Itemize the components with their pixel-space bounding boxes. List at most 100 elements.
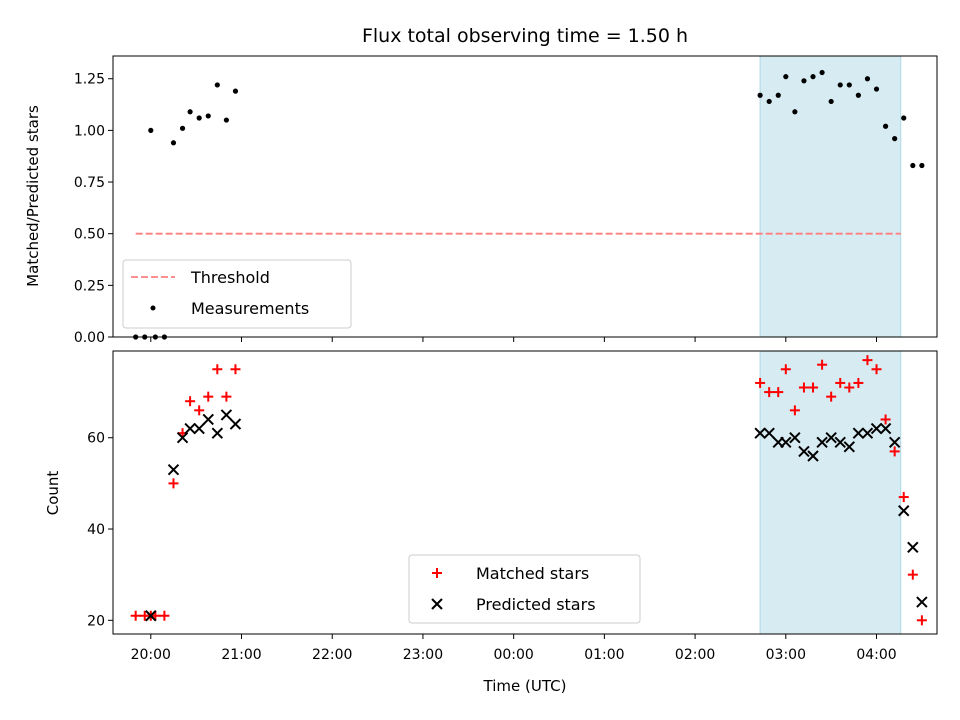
predicted-star-point-b (789, 432, 801, 444)
measurement-point (232, 88, 239, 94)
predicted-star-point (898, 505, 910, 517)
predicted-star-point (907, 541, 919, 553)
matched-star-point (808, 382, 819, 393)
chart-title: Flux total observing time = 1.50 h (362, 25, 688, 47)
predicted-star-point (145, 610, 157, 622)
matched-star-point (130, 610, 141, 621)
predicted-star-point (193, 422, 205, 435)
predicted-star-point-b (176, 432, 189, 444)
count-y-label: Count (44, 471, 62, 516)
time-x-label: Time (UTC) (483, 677, 567, 695)
time-x-tick-label: 02:00 (675, 647, 715, 663)
predicted-star-point-b (754, 427, 766, 439)
time-x-tick-label: 03:00 (766, 647, 806, 663)
measurement-point (205, 113, 211, 119)
predicted-legend-swatch (431, 598, 443, 610)
predicted-star-point (780, 436, 792, 448)
count-y-tick-label: 20 (87, 613, 105, 629)
predicted-star-point-b (916, 596, 928, 608)
measurement-point (837, 82, 843, 88)
ratio-y-axis: 0.00 0.25 0.50 0.75 1.00 1.25 (74, 72, 113, 346)
predicted-star-point (229, 418, 242, 430)
predicted-star-point (789, 432, 801, 444)
predicted-star-point (834, 436, 846, 448)
ratio-y-tick-label: 0.00 (74, 330, 105, 346)
matched-legend-marker (432, 568, 442, 578)
measurement-point (214, 82, 220, 88)
count-y-axis: 20 40 60 (87, 431, 113, 629)
predicted-star-point-b (229, 418, 242, 430)
predicted-star-point-b (898, 505, 910, 517)
predicted-star-point (211, 427, 224, 439)
count-legend-box (408, 554, 641, 624)
observing-window-shade-top (759, 55, 902, 338)
predicted-star-point-b (888, 436, 901, 448)
predicted-star-point (202, 413, 214, 426)
matched-star-point (221, 391, 232, 402)
time-x-tick-label: 23:00 (403, 647, 443, 663)
ratio-axes-frame (112, 55, 938, 338)
time-x-tick-label: 22:00 (312, 647, 352, 663)
matched-star-point (826, 391, 837, 402)
predicted-legend-marker-b (431, 598, 443, 610)
time-x-tick-label: 01:00 (584, 647, 624, 663)
measurement-point (179, 125, 186, 131)
measurement-point (855, 92, 861, 98)
matched-star-point (880, 414, 891, 425)
predicted-star-point-b (167, 463, 180, 476)
predicted-star-point (763, 427, 775, 439)
time-x-tick-label: 00:00 (493, 647, 533, 663)
matched-star-point (907, 569, 918, 580)
predicted-legend-label: Predicted stars (476, 595, 596, 614)
time-x-tick-label: 21:00 (221, 647, 261, 663)
predicted-star-point-b (780, 436, 792, 448)
matched-star-point (844, 382, 855, 393)
predicted-star-point (861, 427, 874, 439)
predicted-star-point-b (763, 427, 775, 439)
predicted-star-point-b (825, 432, 837, 444)
predicted-star-point-b (145, 610, 157, 622)
predicted-star-point-b (798, 445, 810, 458)
predicted-star-point (825, 432, 837, 444)
predicted-star-point (843, 441, 856, 453)
ratio-y-tick-label: 0.25 (74, 278, 105, 294)
measurement-point (792, 109, 798, 115)
ratio-legend-box (122, 259, 352, 329)
predicted-star-point (184, 422, 196, 435)
ratio-panel: 0.00 0.25 0.50 0.75 1.00 1.25 Matched/Predict… (24, 55, 938, 346)
measurement-point (892, 136, 898, 142)
predicted-star-point-b (807, 450, 819, 462)
measurement-point (757, 92, 763, 98)
predicted-star-point (798, 445, 810, 458)
matched-star-point (817, 359, 828, 370)
measurement-point (910, 162, 916, 169)
predicted-legend-marker (431, 598, 443, 610)
ratio-legend: Threshold Measurements (122, 259, 352, 329)
predicted-star-point-b (870, 422, 883, 435)
predicted-star-point-b (202, 413, 214, 426)
ratio-x-ticks (150, 337, 878, 342)
matched-star-point (871, 364, 882, 375)
measurement-point (148, 127, 154, 133)
ratio-y-tick-label: 1.25 (74, 72, 105, 88)
measurement-point (882, 123, 889, 129)
predicted-star-point-b (861, 427, 874, 439)
predicted-star-point-b (879, 422, 892, 435)
matched-star-point (862, 355, 873, 366)
matched-star-point (212, 364, 223, 375)
matched-star-point (780, 364, 791, 375)
measurement-point (919, 162, 925, 169)
predicted-star-point-b (843, 441, 856, 453)
predicted-star-point-b (211, 427, 224, 439)
time-x-tick-label: 20:00 (131, 647, 171, 663)
matched-legend-swatch (432, 568, 442, 578)
measurement-point (819, 69, 825, 76)
measurement-point (828, 98, 834, 105)
matched-star-point (159, 610, 170, 621)
count-y-tick-label: 40 (87, 522, 105, 538)
measurement-point (766, 98, 772, 105)
measurement-point (783, 74, 789, 80)
predicted-star-point-b (184, 422, 196, 435)
matched-star-point (835, 377, 846, 388)
